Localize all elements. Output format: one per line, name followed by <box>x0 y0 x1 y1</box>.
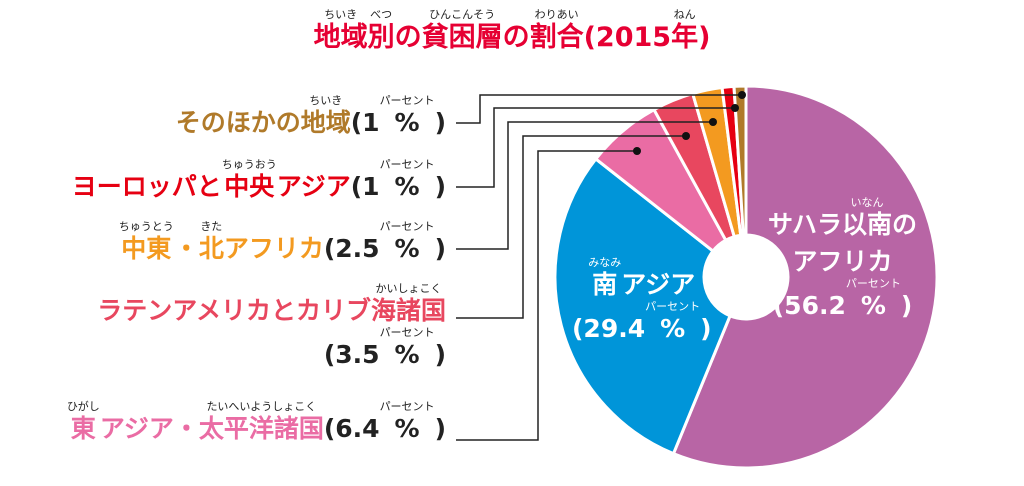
leader-dot <box>682 132 690 140</box>
label-sub-saharan-africa: サハラ いなん 以南の アフリカ (56.2 パーセント% ) <box>768 196 918 320</box>
leader-dot <box>731 104 739 112</box>
pie-slice <box>553 156 733 456</box>
leader-line <box>456 107 735 188</box>
label-south-asia: みなみ南アジア (29.4 パーセント% ) <box>572 256 712 343</box>
leader-dot <box>633 147 641 155</box>
pie-slice <box>732 84 748 237</box>
chart-title: ちいき 地域 べつ別のひんこんそう 貧困層のわりあい 割合 (2015 ねん年) <box>313 8 711 53</box>
leader-line <box>456 94 742 124</box>
label-latam-value: (3.5 パーセント% ) <box>323 326 446 369</box>
leader-line <box>456 150 637 441</box>
label-europe: ヨーロッパと ちゅうおう 中央 アジア (1 パーセント% ) <box>71 158 446 201</box>
label-other: そのほかの ちいき 地域 (1 パーセント% ) <box>175 94 446 137</box>
label-latam: ラテンアメリカとカリブ かいしょこく 海諸国 <box>97 282 446 325</box>
leader-line <box>456 121 713 250</box>
pie-slice <box>671 84 939 470</box>
label-mena: ちゅうとう 中東・きた北アフリカ (2.5 パーセント% ) <box>118 220 446 263</box>
leader-dot <box>709 118 717 126</box>
leader-line <box>456 135 686 319</box>
label-east-asia: ひがし東アジア・ たいへいようしょこく 太平洋諸国 (6.4 パーセント% ) <box>66 400 446 443</box>
leader-dot <box>738 91 746 99</box>
